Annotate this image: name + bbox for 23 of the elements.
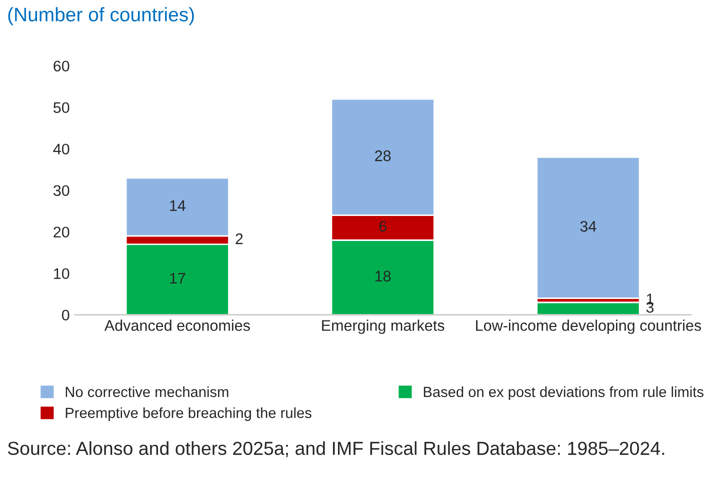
data-label: 28 <box>375 150 391 162</box>
legend-label: Based on ex post deviations from rule limits <box>424 386 704 400</box>
data-label: 18 <box>375 270 391 282</box>
y-tick-label: 10 <box>54 268 70 280</box>
y-tick-label: 20 <box>54 226 70 238</box>
source-note: Source: Alonso and others 2025a; and IMF Fiscal Rules Database: 1985–2024. <box>8 441 664 458</box>
y-tick-label: 60 <box>54 60 70 72</box>
legend-label: Preemptive before breaching the rules <box>66 407 312 421</box>
data-label: 2 <box>236 233 243 244</box>
y-tick-label: 50 <box>53 102 70 114</box>
bar <box>536 156 640 299</box>
y-tick-label: 40 <box>53 144 70 155</box>
data-label: 14 <box>170 200 186 211</box>
x-tick-label: Low-income developing countries <box>476 320 702 334</box>
y-tick-label: 30 <box>53 185 70 196</box>
data-label: 17 <box>170 272 186 284</box>
x-tick-label: Advanced economies <box>104 320 250 331</box>
data-label: 6 <box>379 220 386 232</box>
data-label: 34 <box>580 220 596 232</box>
y-tick-label: 0 <box>62 310 70 321</box>
legend-label: No corrective mechanism <box>66 386 228 398</box>
x-tick-label: Emerging markets <box>322 320 444 334</box>
chart-title: (Number of countries) <box>8 7 194 26</box>
